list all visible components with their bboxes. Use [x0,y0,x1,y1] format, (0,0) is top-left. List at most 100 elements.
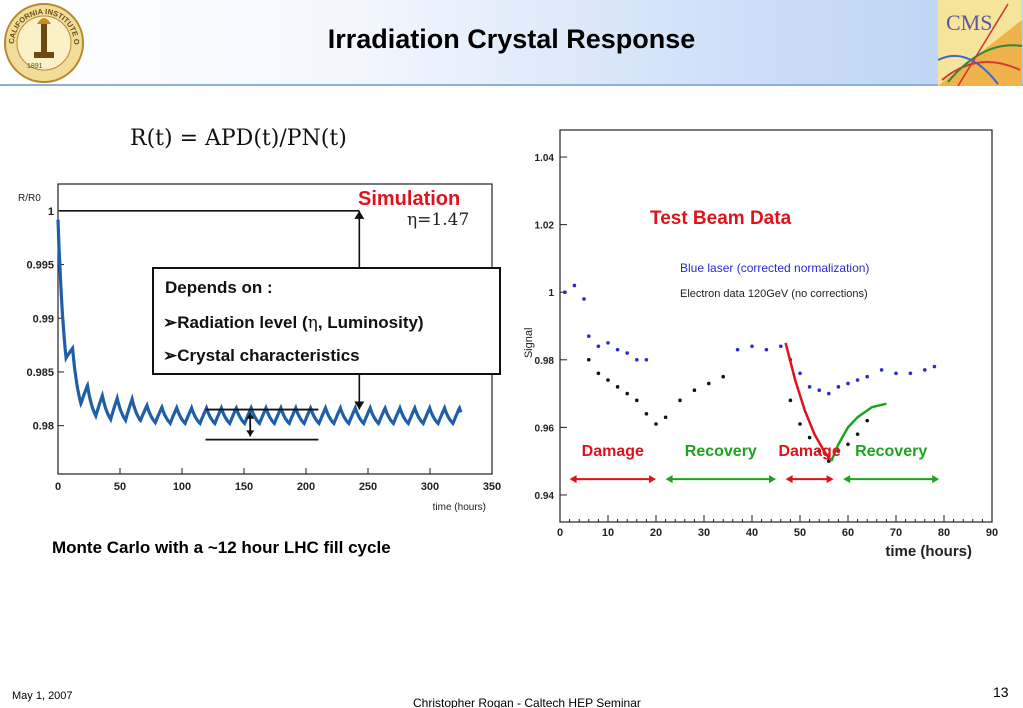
tb-x-tick-label: 10 [602,527,614,539]
tb-y-tick-label: 0.98 [535,356,555,367]
footer-date: May 1, 2007 [12,690,73,702]
tb-data-point [807,385,812,389]
page-title: Irradiation Crystal Response [327,24,696,54]
depends-on-heading: Depends on : [165,278,273,297]
sim-series-line [56,219,463,427]
tb-x-tick-label: 60 [842,527,854,539]
tb-plot-frame [559,129,993,523]
sim-marks [59,210,365,441]
tb-x-tick-label: 50 [794,527,806,539]
region-label: Damage [778,443,840,460]
tb-data-point [606,378,610,382]
region-label: Damage [582,443,644,460]
legend-electron-data: Electron data 120GeV (no corrections) [680,288,868,300]
arrowhead-icon [246,412,255,419]
tb-data-point [779,344,783,349]
tb-data-point [865,418,869,423]
tb-x-tick-label: 20 [650,527,662,539]
tb-x-tick-label: 90 [986,527,998,539]
tb-x-tick-label: 30 [698,527,710,539]
arrowhead-right-icon [769,475,776,484]
simulation-label: Simulation [358,188,460,210]
chart-caption: Monte Carlo with a ~12 hour LHC fill cyc… [52,538,391,557]
tb-y-tick-label: 1 [548,288,554,299]
slide-header: CALIFORNIA INSTITUTE OF TECHNOLOGY 1891 … [0,0,1023,86]
tb-x-axis-label: time (hours) [885,543,972,560]
tb-data-point [836,385,841,389]
tb-data-point [707,381,711,386]
tb-x-tick-label: 0 [557,527,563,539]
tb-data-point [663,415,668,420]
tb-data-point [865,374,869,379]
tb-data-point [596,344,601,349]
sim-y-tick-label: 0.98 [33,421,54,433]
sim-ticks: 0 50 100 150 200 250 300 350 0.98 0.985 0.99 0.995 1… [18,193,501,513]
bullet-arrow-1: ➢ [163,313,178,332]
test-beam-chart: 0 10 20 30 40 50 60 70 80 90 0.94 0.96 0.98 1 1.02 1.04… [523,129,998,560]
arrowhead-left-icon [785,475,793,484]
tb-data-point [721,374,725,379]
arrowhead-icon [354,210,365,219]
page-number: 13 [993,684,1009,700]
tb-y-axis-label: Signal [523,328,535,359]
tb-data-point [932,364,937,369]
tb-data-point [764,347,769,352]
tb-data-point [879,368,884,372]
recovery-fit-curve [830,402,887,462]
tb-data-point [625,351,629,355]
sim-x-axis-label: time (hours) [433,502,486,513]
tb-data-point [615,347,620,352]
footer-author: Christopher Rogan - Caltech HEP Seminar [413,696,641,708]
tb-data-point [615,385,620,389]
tb-data-point [572,283,577,288]
tb-y-tick-label: 0.96 [535,423,555,434]
sim-y-tick-label: 0.99 [33,313,54,325]
tb-x-tick-label: 40 [746,527,758,539]
test-beam-heading: Test Beam Data [650,208,792,229]
sim-y-tick-label: 1 [48,206,54,218]
dependency-crystal-characteristics: ➢Crystal characteristics [163,346,360,365]
tb-data-point [855,432,860,436]
tb-y-tick-label: 0.94 [535,491,555,502]
sim-x-tick-label: 200 [297,481,315,493]
sim-y-tick-label: 0.995 [26,260,54,272]
tb-y-tick-label: 1.04 [535,153,555,164]
sim-y-tick-label: 0.985 [26,367,54,379]
tb-data-point [894,371,898,376]
tb-data-point [606,341,610,345]
bullet-arrow-2: ➢ [163,346,178,365]
sim-x-tick-label: 250 [359,481,377,493]
tb-data-point [654,422,658,426]
tb-x-tick-label: 70 [890,527,902,539]
tb-data-point [923,368,927,372]
depends-on-box: Depends on : ➢Radiation level (η, Lumino… [152,267,501,375]
sim-x-tick-label: 50 [114,481,126,493]
damage-fit-curve [784,342,833,462]
seal-year: 1891 [27,63,43,70]
dependency-radiation-level: ➢Radiation level (η, Luminosity) [163,313,424,333]
region-label: Recovery [855,443,927,460]
simulation-chart: 0 50 100 150 200 250 300 350 0.98 0.985 0.99 0.995 1… [18,183,501,513]
tb-data-point [846,442,850,447]
tb-y-tick-label: 1.02 [535,221,555,232]
arrowhead-left-icon [843,475,851,484]
tb-data-point [908,371,913,376]
tb-points [563,283,937,463]
sim-x-tick-label: 0 [55,481,61,493]
sim-x-tick-label: 300 [421,481,439,493]
tb-data-point [582,297,586,301]
tb-data-point [692,388,697,393]
cms-logo: CMS [938,0,1022,86]
tb-data-point [644,412,649,416]
tb-data-point [735,347,740,352]
arrowhead-left-icon [569,475,577,484]
cms-text: CMS [946,10,992,35]
tb-data-point [846,381,850,386]
tb-data-point [587,334,591,338]
arrowhead-left-icon [665,475,673,484]
sim-y-axis-label: R/R0 [18,193,41,204]
region-label: Recovery [685,443,757,460]
tb-data-point [678,398,682,403]
arrowhead-icon [246,430,255,437]
tb-data-point [855,378,860,382]
